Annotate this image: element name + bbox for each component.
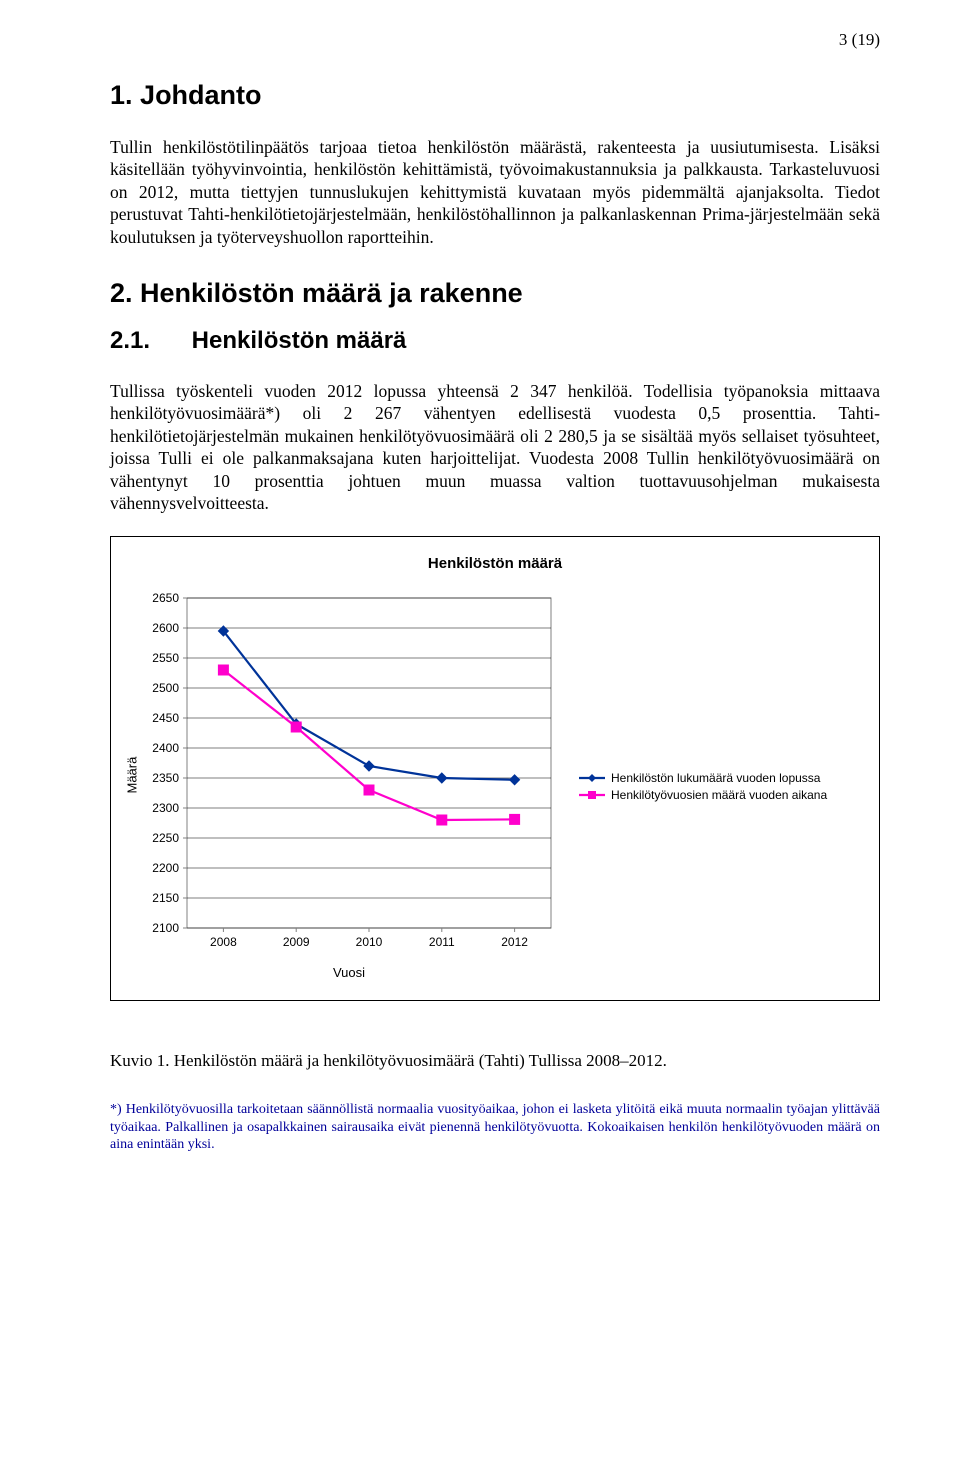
svg-text:2200: 2200 — [152, 861, 179, 875]
figure-caption: Kuvio 1. Henkilöstön määrä ja henkilötyö… — [110, 1051, 880, 1071]
legend-item: Henkilöstön lukumäärä vuoden lopussa — [579, 771, 827, 785]
svg-text:2550: 2550 — [152, 651, 179, 665]
svg-text:2500: 2500 — [152, 681, 179, 695]
svg-text:2010: 2010 — [356, 935, 383, 949]
legend-label: Henkilötyövuosien määrä vuoden aikana — [611, 788, 827, 802]
chart-title: Henkilöstön määrä — [125, 555, 865, 572]
legend-swatch-icon — [579, 772, 605, 784]
paragraph-personnel: Tullissa työskenteli vuoden 2012 lopussa… — [110, 380, 880, 514]
chart-plot: 2100 2150 2200 2250 2300 2350 2400 2450 2500 2550… — [139, 592, 559, 952]
svg-text:2450: 2450 — [152, 711, 179, 725]
legend-swatch-icon — [579, 789, 605, 801]
svg-text:2350: 2350 — [152, 771, 179, 785]
svg-text:2012: 2012 — [501, 935, 528, 949]
section-2-number: 2. — [110, 278, 133, 308]
legend-item: Henkilötyövuosien määrä vuoden aikana — [579, 788, 827, 802]
chart-y-axis-label: Määrä — [125, 779, 140, 793]
section-1-heading: 1. Johdanto — [110, 80, 880, 111]
svg-text:2008: 2008 — [210, 935, 237, 949]
section-1-number: 1. — [110, 80, 133, 110]
chart-x-axis-label: Vuosi — [139, 965, 559, 980]
svg-text:2250: 2250 — [152, 831, 179, 845]
legend-label: Henkilöstön lukumäärä vuoden lopussa — [611, 771, 820, 785]
paragraph-intro: Tullin henkilöstötilinpäätös tarjoaa tie… — [110, 136, 880, 248]
svg-text:2400: 2400 — [152, 741, 179, 755]
svg-text:2009: 2009 — [283, 935, 310, 949]
section-1-title: Johdanto — [140, 80, 262, 110]
page-number: 3 (19) — [839, 30, 880, 50]
chart-legend: Henkilöstön lukumäärä vuoden lopussa Henk… — [571, 762, 835, 811]
svg-text:2300: 2300 — [152, 801, 179, 815]
subsection-21-title: Henkilöstön määrä — [192, 327, 407, 354]
chart-container: Henkilöstön määrä Määrä 2100 2150 2200 2250… — [110, 536, 880, 1001]
subsection-21-number: 2.1. — [110, 327, 185, 355]
section-2-heading: 2. Henkilöstön määrä ja rakenne — [110, 278, 880, 309]
subsection-21-heading: 2.1. Henkilöstön määrä — [110, 327, 880, 355]
svg-text:2100: 2100 — [152, 921, 179, 935]
footnote: *) Henkilötyövuosilla tarkoitetaan säänn… — [110, 1101, 880, 1154]
svg-text:2650: 2650 — [152, 592, 179, 605]
section-2-title: Henkilöstön määrä ja rakenne — [140, 278, 523, 308]
svg-text:2600: 2600 — [152, 621, 179, 635]
svg-text:2150: 2150 — [152, 891, 179, 905]
svg-text:2011: 2011 — [429, 935, 455, 949]
